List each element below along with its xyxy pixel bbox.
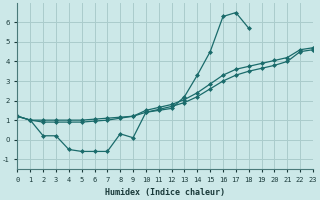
X-axis label: Humidex (Indice chaleur): Humidex (Indice chaleur) xyxy=(105,188,225,197)
